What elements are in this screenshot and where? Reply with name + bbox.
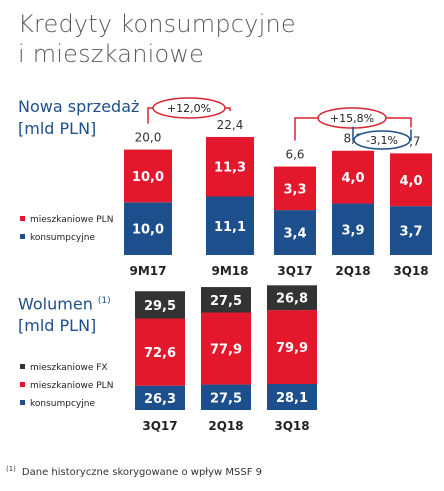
- x-label-2q18: 2Q18: [208, 419, 243, 433]
- volume-section-title: Wolumen (1) [mld PLN]: [18, 290, 111, 337]
- bar-mieszkaniowe-pln-3q18: [390, 153, 432, 207]
- legend-label-mieszkaniowe-pln: mieszkaniowe PLN: [30, 215, 113, 225]
- volume-title-footnote-mark: (1): [97, 296, 111, 306]
- value-label-mieszkaniowe-pln-2q18: 77,9: [210, 343, 242, 358]
- volume-title-line-1: Wolumen: [18, 294, 93, 314]
- legend-label-mieszkaniowe-fx: mieszkaniowe FX: [30, 363, 108, 373]
- bar-konsumpcyjne-2q18: [201, 384, 251, 410]
- value-label-mieszkaniowe-pln-3q18: 4,0: [399, 174, 422, 189]
- bar-mieszkaniowe-fx-3q18: [267, 285, 317, 311]
- bar-konsumpcyjne-2q18: [332, 203, 374, 255]
- total-label-3q17: 6,6: [285, 148, 304, 162]
- legend-swatch-konsumpcyjne: [20, 400, 25, 405]
- bar-konsumpcyjne-9m18: [206, 196, 254, 255]
- legend-label-mieszkaniowe-pln: mieszkaniowe PLN: [30, 381, 113, 391]
- bar-konsumpcyjne-3q18: [390, 206, 432, 255]
- value-label-konsumpcyjne-2q18: 3,9: [341, 223, 364, 238]
- value-label-konsumpcyjne-9m17: 10,0: [132, 223, 164, 238]
- bar-konsumpcyjne-3q18: [267, 384, 317, 410]
- growth-text-3: -3,1%: [366, 134, 398, 147]
- value-label-konsumpcyjne-9m18: 11,1: [214, 220, 246, 235]
- volume-title-line-2: [mld PLN]: [18, 316, 97, 336]
- bar-mieszkaniowe-pln-3q17: [135, 318, 185, 386]
- value-label-mieszkaniowe-pln-3q17: 3,3: [283, 182, 306, 197]
- value-label-konsumpcyjne-2q18: 27,5: [210, 391, 242, 406]
- bar-mieszkaniowe-fx-2q18: [201, 287, 251, 313]
- value-label-konsumpcyjne-3q17: 26,3: [144, 392, 176, 407]
- bar-mieszkaniowe-pln-3q17: [274, 166, 316, 211]
- bar-mieszkaniowe-pln-9m18: [206, 136, 254, 197]
- x-label-3q17: 3Q17: [277, 264, 312, 278]
- bar-mieszkaniowe-pln-3q18: [267, 310, 317, 385]
- value-label-mieszkaniowe-fx-2q18: 27,5: [210, 294, 242, 309]
- legend-swatch-mieszkaniowe-pln: [20, 216, 25, 221]
- legend-label-konsumpcyjne: konsumpcyjne: [30, 399, 95, 409]
- footnote-mark: (1): [6, 465, 16, 473]
- total-label-9m18: 22,4: [217, 118, 244, 132]
- bar-konsumpcyjne-3q17: [274, 210, 316, 255]
- value-label-mieszkaniowe-fx-3q18: 26,8: [276, 292, 308, 307]
- legend-label-konsumpcyjne: konsumpcyjne: [30, 233, 95, 243]
- x-label-3q17: 3Q17: [142, 419, 177, 433]
- x-label-2q18: 2Q18: [335, 264, 370, 278]
- growth-badge-2: [317, 107, 387, 129]
- growth-text-1: +12,0%: [167, 102, 211, 115]
- sales-title-line-1: Nowa sprzedaż: [18, 97, 140, 116]
- value-label-konsumpcyjne-3q17: 3,4: [283, 227, 306, 242]
- footnote: (1) Dane historyczne skorygowane o wpływ …: [6, 465, 262, 478]
- growth-badge-3: [353, 130, 411, 150]
- value-label-mieszkaniowe-pln-9m17: 10,0: [132, 170, 164, 185]
- page-title-line-1: Kredyty konsumpcyjne: [18, 10, 296, 38]
- x-label-9m17: 9M17: [130, 264, 167, 278]
- bar-mieszkaniowe-fx-3q17: [135, 291, 185, 319]
- legend-swatch-mieszkaniowe-fx: [20, 364, 25, 369]
- value-label-mieszkaniowe-pln-3q17: 72,6: [144, 346, 176, 361]
- total-label-9m17: 20,0: [135, 131, 162, 145]
- bar-mieszkaniowe-pln-9m17: [124, 149, 172, 203]
- growth-badge-1: [152, 97, 226, 119]
- value-label-konsumpcyjne-3q18: 28,1: [276, 391, 308, 406]
- value-label-mieszkaniowe-pln-3q18: 79,9: [276, 341, 308, 356]
- page-title-line-2: i mieszkaniowe: [18, 40, 205, 68]
- bar-mieszkaniowe-pln-2q18: [201, 312, 251, 385]
- x-label-9m18: 9M18: [212, 264, 249, 278]
- legend-swatch-mieszkaniowe-pln: [20, 382, 25, 387]
- value-label-mieszkaniowe-fx-3q17: 29,5: [144, 299, 176, 314]
- bar-konsumpcyjne-3q17: [135, 385, 185, 410]
- charts-canvas: 10,0 10,0 20,0 9M17 11,1 11,3 22,4 9M18 3,4 3,3 6,…: [20, 97, 432, 433]
- footnote-text: Dane historyczne skorygowane o wpływ MSS…: [21, 467, 263, 478]
- sales-title-line-2: [mld PLN]: [18, 119, 97, 138]
- x-label-3q18: 3Q18: [393, 264, 428, 278]
- growth-text-2: +15,8%: [330, 112, 374, 125]
- bar-mieszkaniowe-pln-2q18: [332, 150, 374, 204]
- x-label-3q18: 3Q18: [274, 419, 309, 433]
- sales-section-title: Nowa sprzedaż [mld PLN]: [18, 96, 139, 140]
- bar-konsumpcyjne-9m17: [124, 202, 172, 255]
- value-label-konsumpcyjne-3q18: 3,7: [399, 225, 422, 240]
- value-label-mieszkaniowe-pln-2q18: 4,0: [341, 171, 364, 186]
- value-label-mieszkaniowe-pln-9m18: 11,3: [214, 161, 246, 176]
- legend-swatch-konsumpcyjne: [20, 234, 25, 239]
